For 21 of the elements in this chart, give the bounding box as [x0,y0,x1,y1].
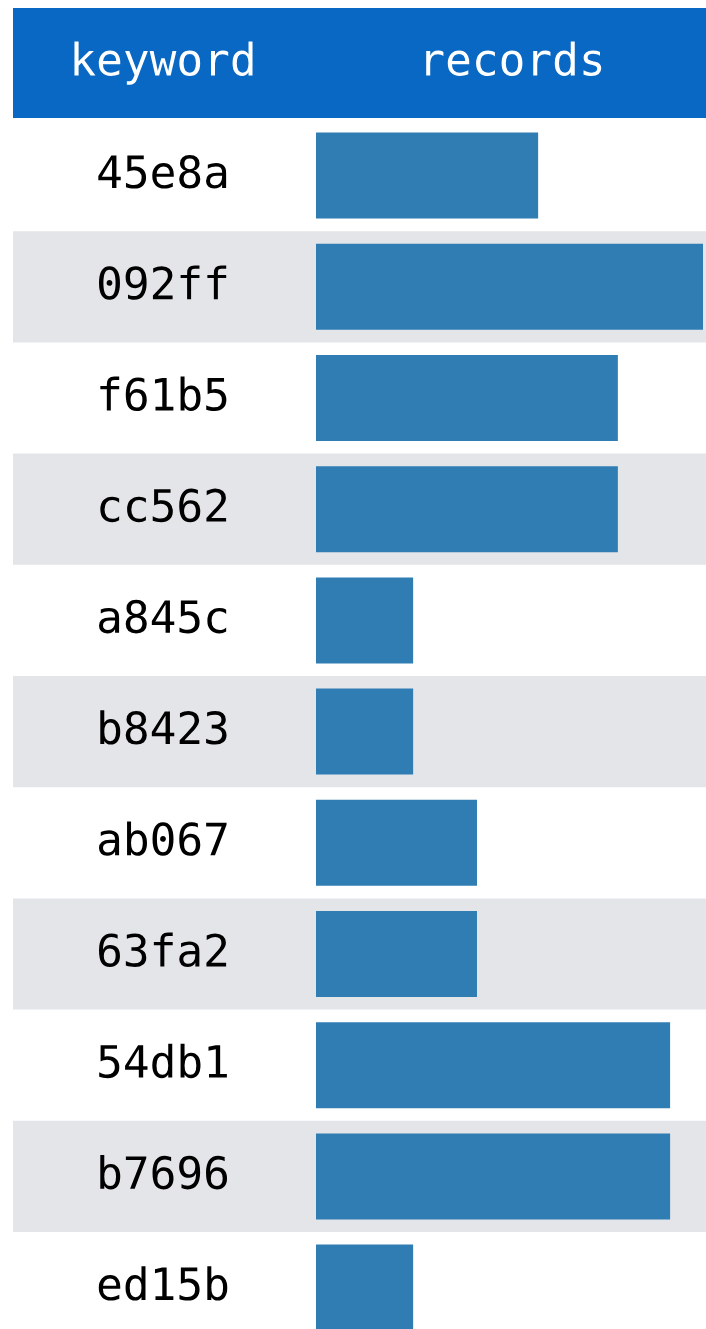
y-tick-label: cc562 [100,488,227,523]
bar [316,1244,414,1329]
y-tick-label: b8423 [100,710,227,745]
y-axis-title: keyword [74,41,253,85]
bar [316,355,618,441]
y-tick-label: 092ff [99,265,227,300]
bar [316,132,539,219]
y-tick-label: b7696 [100,1155,228,1190]
y-tick-label: 45e8a [98,155,227,189]
y-tick-label: a845c [99,599,227,634]
y-tick-label: 63fa2 [99,932,227,968]
bar [316,911,477,997]
x-axis-title: records [426,41,602,77]
y-tick-label: ed15b [98,1266,228,1301]
bar [316,577,414,664]
y-tick-label: ab067 [99,821,227,856]
y-tick-label: 54db1 [99,1043,227,1079]
bar [316,1022,671,1109]
y-tick-label: f61b5 [100,376,227,412]
bar [316,688,414,775]
bar [316,799,477,886]
